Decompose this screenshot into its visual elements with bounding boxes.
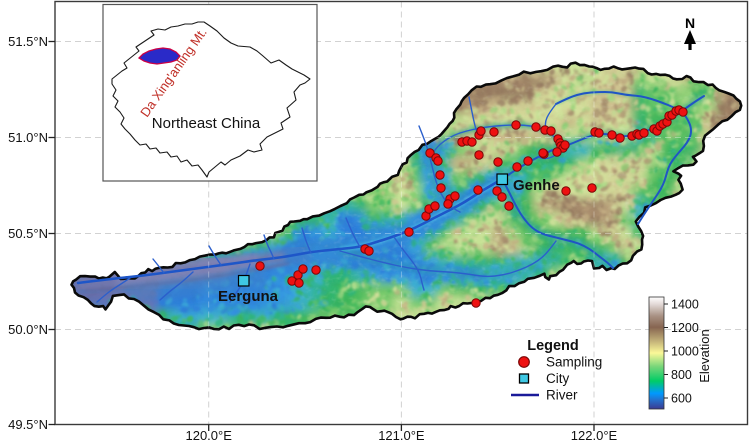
svg-text:1200: 1200 <box>671 321 699 335</box>
svg-text:600: 600 <box>671 392 692 406</box>
svg-text:49.5°N: 49.5°N <box>8 417 48 432</box>
svg-text:Elevation: Elevation <box>697 329 712 382</box>
svg-text:Sampling: Sampling <box>546 355 602 370</box>
svg-text:120.0°E: 120.0°E <box>185 428 232 443</box>
svg-text:Genhe: Genhe <box>513 177 560 194</box>
svg-text:800: 800 <box>671 368 692 382</box>
svg-text:Eerguna: Eerguna <box>218 288 279 305</box>
svg-text:50.0°N: 50.0°N <box>8 322 48 337</box>
svg-text:51.0°N: 51.0°N <box>8 130 48 145</box>
svg-text:Northeast China: Northeast China <box>152 115 261 132</box>
svg-text:121.0°E: 121.0°E <box>378 428 425 443</box>
svg-text:1400: 1400 <box>671 298 699 312</box>
svg-text:Legend: Legend <box>527 338 579 354</box>
svg-text:N: N <box>685 15 695 31</box>
svg-text:River: River <box>546 388 578 403</box>
svg-text:122.0°E: 122.0°E <box>571 428 618 443</box>
svg-text:51.5°N: 51.5°N <box>8 34 48 49</box>
svg-text:50.5°N: 50.5°N <box>8 226 48 241</box>
svg-text:1000: 1000 <box>671 345 699 359</box>
svg-text:City: City <box>546 371 569 386</box>
